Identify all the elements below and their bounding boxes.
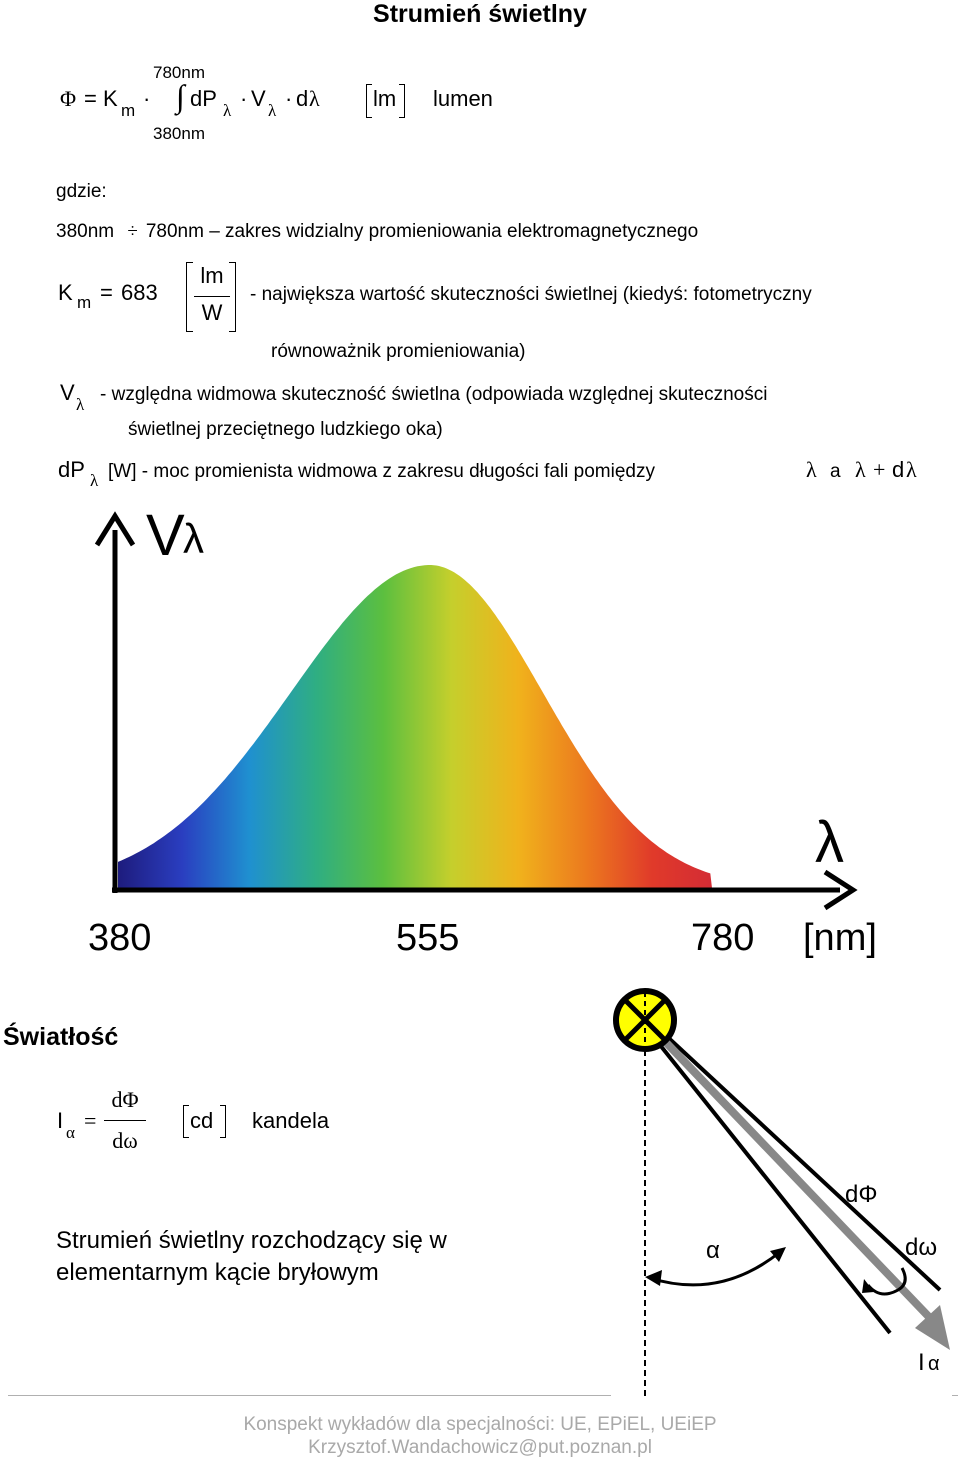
luminous-intensity-formula: I α = dΦ dω cd kandela (0, 1080, 400, 1170)
beam-edge-right (658, 1028, 942, 1292)
unit-lm: lm (373, 86, 397, 111)
dp-lambda-definition: dP λ [W] - moc promienista widmowa z zak… (0, 452, 960, 492)
fraction-numerator: dΦ (111, 1087, 139, 1112)
unit-numerator: lm (200, 263, 224, 288)
equals-sign: = (84, 86, 97, 111)
d-symbol: d (892, 457, 905, 482)
desc-line-1: Strumień świetlny rozchodzący się w (56, 1227, 447, 1254)
x-axis-label: λ (815, 810, 844, 875)
y-axis-label-lambda: λ (183, 515, 204, 562)
unit-name-lumen: lumen (433, 86, 493, 111)
solid-angle-diagram: α dΦ dω I α (613, 988, 950, 1400)
lambda-subscript: λ (268, 101, 277, 120)
x-tick-label: 780 (691, 917, 754, 959)
alpha-label: α (706, 1237, 720, 1264)
v-lambda-curve-area (118, 565, 712, 888)
alpha-arrow-right (770, 1247, 786, 1262)
lambda-symbol: λ (309, 86, 320, 111)
k-symbol: K (103, 86, 118, 111)
unit-cd: cd (190, 1108, 214, 1133)
fraction-bar (104, 1120, 146, 1121)
k-subscript: m (77, 293, 92, 312)
dphi-label: dΦ (845, 1181, 878, 1208)
bracket-right (399, 84, 405, 118)
alpha-subscript: α (66, 1123, 75, 1142)
alpha-arrow-left (645, 1270, 662, 1286)
range-desc: 780nm – zakres widzialny promieniowania … (145, 221, 699, 242)
intensity-label-alpha: α (928, 1353, 940, 1375)
km-desc: - największa wartość skuteczności świetl… (250, 284, 812, 305)
footer-rule (8, 1395, 611, 1396)
y-axis-arrow (94, 511, 136, 547)
intensity-ray (653, 1029, 933, 1321)
lambda-subscript: λ (76, 395, 85, 414)
d-symbol: d (296, 86, 309, 111)
lambda-subscript: λ (223, 101, 232, 120)
x-axis-arrow (823, 869, 858, 911)
desc-line-2: elementarnym kącie bryłowym (56, 1259, 379, 1286)
fraction-denominator: dω (112, 1128, 138, 1153)
section-title-luminous-intensity: Światłość (3, 1023, 119, 1051)
division-sign: ÷ (127, 221, 138, 242)
lambda-subscript: λ (90, 471, 99, 490)
dot-operator: · (240, 86, 248, 111)
domega-arc (866, 1267, 907, 1296)
v-lambda-definition: V λ - względna widmowa skuteczność świet… (0, 375, 960, 445)
footer-email: Krzysztof.Wandachowicz@put.poznan.pl (308, 1437, 652, 1458)
footer-rule-end (952, 1395, 958, 1396)
range-line: 380nm ÷ 780nm – zakres widzialny promieni… (56, 221, 698, 243)
k-symbol: K (58, 280, 73, 305)
km-definition: K m = 683 lm W - największa wartość skut… (0, 255, 960, 365)
x-tick-label: 380 (88, 917, 151, 959)
plus-sign: + (873, 457, 886, 482)
footer-line-1: Konspekt wykładów dla specjalności: UE, … (243, 1414, 717, 1435)
bracket-left (186, 262, 193, 332)
integral-lower-limit: 380nm (153, 124, 205, 143)
v-desc: - względna widmowa skuteczność świetlna … (100, 384, 768, 405)
v-symbol: V (251, 86, 266, 111)
dp-symbol: dP (190, 86, 217, 111)
intensity-label-i: I (918, 1349, 925, 1376)
intensity-arrowhead (915, 1305, 950, 1350)
luminous-intensity-desc: Strumień świetlny rozchodzący się w elem… (56, 1225, 447, 1289)
beam-edge-left (650, 1033, 892, 1335)
lambda-symbol: λ (906, 457, 917, 482)
page-title: Strumień świetlny (373, 0, 587, 28)
equals-sign: = (84, 1108, 97, 1133)
bracket-right (220, 1105, 226, 1138)
alpha-arc (649, 1250, 781, 1287)
fraction-bar (194, 296, 230, 297)
and-word: a (830, 461, 841, 482)
v-symbol: V (60, 380, 75, 405)
range-from: 380nm (56, 221, 115, 242)
integral-upper-limit: 780nm (153, 63, 205, 82)
where-label: gdzie: (56, 181, 107, 202)
km-desc-cont: równoważnik promieniowania) (271, 341, 526, 362)
luminous-efficiency-chart: V λ λ 380 555 780 [nm] (88, 503, 877, 959)
bracket-left (183, 1105, 189, 1138)
dot-operator: · (143, 86, 151, 111)
luminous-flux-formula: Φ = K m · 780nm ∫ 380nm dP λ · V λ · d λ… (0, 0, 960, 150)
y-axis-label-v: V (146, 503, 185, 568)
dot-operator: · (285, 86, 293, 111)
unit-name-kandela: kandela (252, 1108, 330, 1133)
lambda-symbol: λ (855, 457, 866, 482)
i-symbol: I (57, 1108, 64, 1133)
integral-sign: ∫ (176, 78, 185, 114)
v-desc-cont: świetlnej przeciętnego ludzkiego oka) (128, 419, 443, 440)
km-value: 683 (121, 280, 158, 305)
domega-arrow (862, 1279, 874, 1293)
bracket-right (229, 262, 236, 332)
domega-label: dω (905, 1234, 937, 1261)
phi-symbol: Φ (60, 86, 77, 111)
x-unit-label: [nm] (803, 917, 877, 959)
unit-denominator: W (201, 300, 223, 325)
k-subscript: m (121, 101, 136, 120)
equals-sign: = (100, 280, 113, 305)
dp-symbol: dP (58, 457, 85, 482)
bracket-left (366, 84, 372, 118)
dp-desc: [W] - moc promienista widmowa z zakresu … (108, 461, 655, 482)
lambda-symbol: λ (806, 457, 817, 482)
x-tick-label: 555 (396, 917, 459, 959)
